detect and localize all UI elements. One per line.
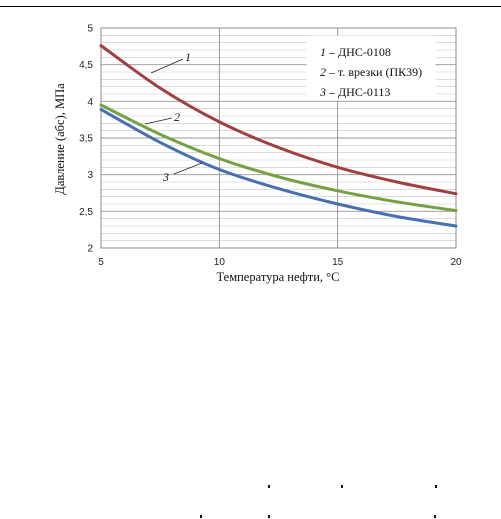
legend-box <box>306 35 436 101</box>
legend-entry-2-number: 2 <box>320 65 326 79</box>
legend-entry-1-number: 1 <box>320 45 326 59</box>
series-1-label: 1 <box>185 50 191 64</box>
stray-mark <box>434 515 436 518</box>
y-tick-labels: 2 2,5 3 3,5 4 4,5 5 <box>79 24 93 255</box>
y-tick-label: 3,5 <box>79 134 93 145</box>
legend: 1– ДНС-0108 2– т. врезки (ПК39) 3– ДНС-0… <box>306 35 436 101</box>
series-2-label: 2 <box>174 110 180 124</box>
x-tick-label: 15 <box>332 257 344 268</box>
stray-mark <box>435 485 437 488</box>
series-1-leader-line <box>150 58 184 74</box>
y-tick-label: 3 <box>87 170 93 181</box>
series-2-leader-line <box>144 117 173 125</box>
legend-entry-2: 2– т. врезки (ПК39) <box>320 65 422 79</box>
series-3-line <box>99 107 458 228</box>
stray-mark <box>200 515 202 518</box>
x-axis-label: Температура нефти, °C <box>216 270 339 284</box>
y-tick-label: 2 <box>87 244 93 255</box>
y-tick-label: 4 <box>87 97 93 108</box>
series-3-label: 3 <box>162 170 169 184</box>
series-layer <box>99 44 458 228</box>
x-tick-label: 10 <box>214 257 226 268</box>
y-tick-label: 5 <box>87 24 93 35</box>
series-labels: 1 2 3 <box>144 50 203 184</box>
legend-entry-1-text: – ДНС-0108 <box>328 45 391 59</box>
x-tick-label: 5 <box>98 257 104 268</box>
y-tick-label: 4,5 <box>79 60 93 71</box>
page-top-rule <box>0 6 501 7</box>
series-1-line <box>99 44 458 196</box>
series-3-leader-line <box>173 162 203 175</box>
stray-mark <box>268 515 270 518</box>
legend-entry-3: 3– ДНС-0113 <box>319 85 390 99</box>
y-axis-label: Давление (абс), МПа <box>53 83 67 195</box>
y-tick-label: 2,5 <box>79 207 93 218</box>
legend-entry-3-number: 3 <box>319 85 326 99</box>
plot-area <box>100 27 457 249</box>
legend-entry-1: 1– ДНС-0108 <box>320 45 391 59</box>
x-tick-labels: 5 10 15 20 <box>98 257 462 268</box>
stray-mark <box>268 485 270 488</box>
legend-entry-3-text: – ДНС-0113 <box>328 85 390 99</box>
stray-mark <box>341 485 343 488</box>
legend-entry-2-text: – т. врезки (ПК39) <box>328 65 422 79</box>
x-tick-label: 20 <box>450 257 462 268</box>
series-2-line <box>99 103 458 213</box>
